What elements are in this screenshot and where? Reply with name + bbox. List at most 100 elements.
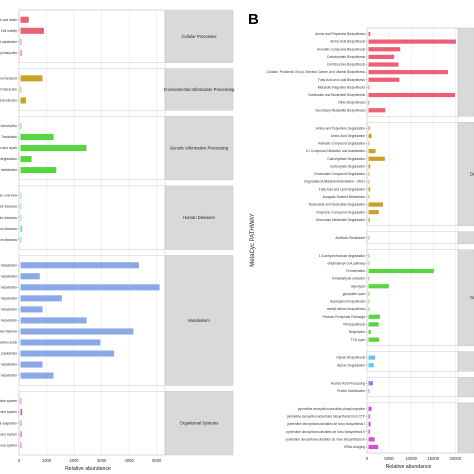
facet-strip [457, 402, 474, 454]
category-label: Xenobiotics biodegradation and metabolis… [0, 374, 17, 378]
facet-strip [164, 116, 234, 181]
category-label: Nucleotide metabolism [0, 168, 17, 172]
bar [20, 328, 134, 335]
category-label: Membrane transport [0, 76, 17, 80]
category-label: pyrimidine deoxyribonucleotides biosynth… [287, 415, 365, 419]
y-axis-label: MetaCyc PATHWAY [250, 213, 256, 266]
category-label: pyrimidine deoxyribonucleotides de novo … [285, 437, 365, 441]
bar [368, 429, 370, 434]
bar [20, 97, 27, 104]
x-tick-label: 15000 [427, 456, 439, 461]
bar [368, 284, 389, 289]
facet-panel [366, 402, 459, 454]
category-label: Fatty Acid and Lipid Degradation [319, 187, 365, 191]
category-label: Infectious diseases [0, 227, 17, 231]
category-label: pyrimidine deoxyribonucleotides de novo … [286, 430, 365, 434]
category-label: Metabolic Regulator Biosynthesis [318, 85, 366, 89]
category-label: Transcription [0, 124, 17, 128]
bar [20, 262, 139, 269]
facet-strip [164, 391, 234, 456]
bar [20, 122, 22, 129]
bar [368, 322, 379, 327]
category-label: Endocrine and metabolic diseases [0, 216, 17, 220]
category-label: glyoxylate cycle [343, 292, 366, 296]
category-label: Nervous system [0, 443, 17, 447]
category-label: Aromatic Compound Biosynthesis [317, 47, 365, 51]
bar [20, 284, 160, 291]
bar [368, 62, 399, 67]
category-label: Lipid metabolism [0, 319, 17, 323]
category-label: Amine and Polyamine Degradation [316, 126, 365, 130]
category-label: Metabolism of terpenoids and polyketides [0, 352, 17, 356]
bar [368, 187, 371, 192]
category-label: Inorganic Nutrient Metabolism [323, 195, 366, 199]
bar [368, 126, 370, 131]
category-label: Cancer: overview [0, 194, 18, 198]
category-label: Glycan Degradation [337, 363, 365, 367]
category-label: Neurodegenerative diseases [0, 238, 17, 242]
x-tick-label: 0 [366, 456, 369, 461]
bar [368, 100, 370, 105]
category-label: C1 Compound Utilization and Assimilation [306, 149, 365, 153]
bar [368, 314, 380, 319]
category-label: Cell Structure Biosynthesis [327, 63, 365, 67]
facet-label: Cellular Processes [182, 34, 217, 39]
facet-strip [164, 255, 234, 386]
category-label: methyl ketone biosynthesis [327, 307, 366, 311]
bar [368, 253, 370, 258]
bar [20, 442, 22, 449]
bar [368, 299, 370, 304]
bar [20, 38, 22, 45]
category-label: Respiration [349, 330, 365, 334]
bar [368, 422, 371, 427]
bar [368, 164, 371, 169]
bar [368, 31, 371, 37]
panel-b: 0 5000 10000 15000 20000 Relative abundance Me… [250, 27, 474, 470]
category-label: Glycan Biosynthesis [336, 356, 365, 360]
x-axis-label: Relative abundance [386, 464, 432, 470]
facet-strip [457, 27, 474, 117]
bar [20, 133, 54, 141]
category-label: Cellular community - prokaryotes [0, 51, 17, 55]
category-label: ethylmalonyl-CoA pathway [327, 261, 365, 265]
facet-label: Human Diseases [183, 215, 215, 220]
category-label: Replication and repair [0, 146, 18, 150]
facet-panel [18, 9, 166, 63]
plot-area [366, 27, 459, 454]
category-label: Photosynthesis [343, 323, 365, 327]
bar [368, 77, 400, 82]
facet-strip [164, 185, 234, 250]
bar [368, 47, 401, 52]
category-label: formaldehyde oxidation [332, 277, 365, 281]
category-label: Signal transduction [0, 99, 17, 103]
category-label: Endocrine system [0, 410, 17, 414]
bar [368, 194, 370, 199]
bar [20, 86, 22, 93]
bar [368, 363, 374, 368]
x-tick-label: 20000 [450, 456, 462, 461]
facet-strip [164, 68, 234, 111]
x-tick-label: 10000 [405, 456, 417, 461]
panel-b-letter: B [248, 11, 259, 28]
category-label: Amino Acid Biosynthesis [330, 40, 365, 44]
facet-strip [457, 231, 474, 244]
facet-strip [457, 377, 474, 398]
bar [20, 203, 22, 210]
category-label: Pentose Phosphate Pathways [322, 315, 365, 319]
bar [368, 156, 385, 161]
bar [20, 398, 22, 405]
bar [20, 431, 22, 438]
category-label: TCA cycle [351, 338, 366, 342]
bar [20, 295, 62, 302]
bar [368, 133, 372, 138]
category-label: Energy metabolism [0, 296, 17, 300]
bar [368, 171, 370, 177]
bar [20, 167, 57, 174]
category-label: 1,5-anhydrofructose degradation [319, 254, 365, 258]
bar [368, 217, 370, 222]
bar [368, 149, 376, 154]
bar [20, 361, 43, 368]
bar [368, 329, 371, 335]
bar [368, 210, 379, 215]
category-label: Amine and Polyamine Biosynthesis [315, 32, 365, 36]
